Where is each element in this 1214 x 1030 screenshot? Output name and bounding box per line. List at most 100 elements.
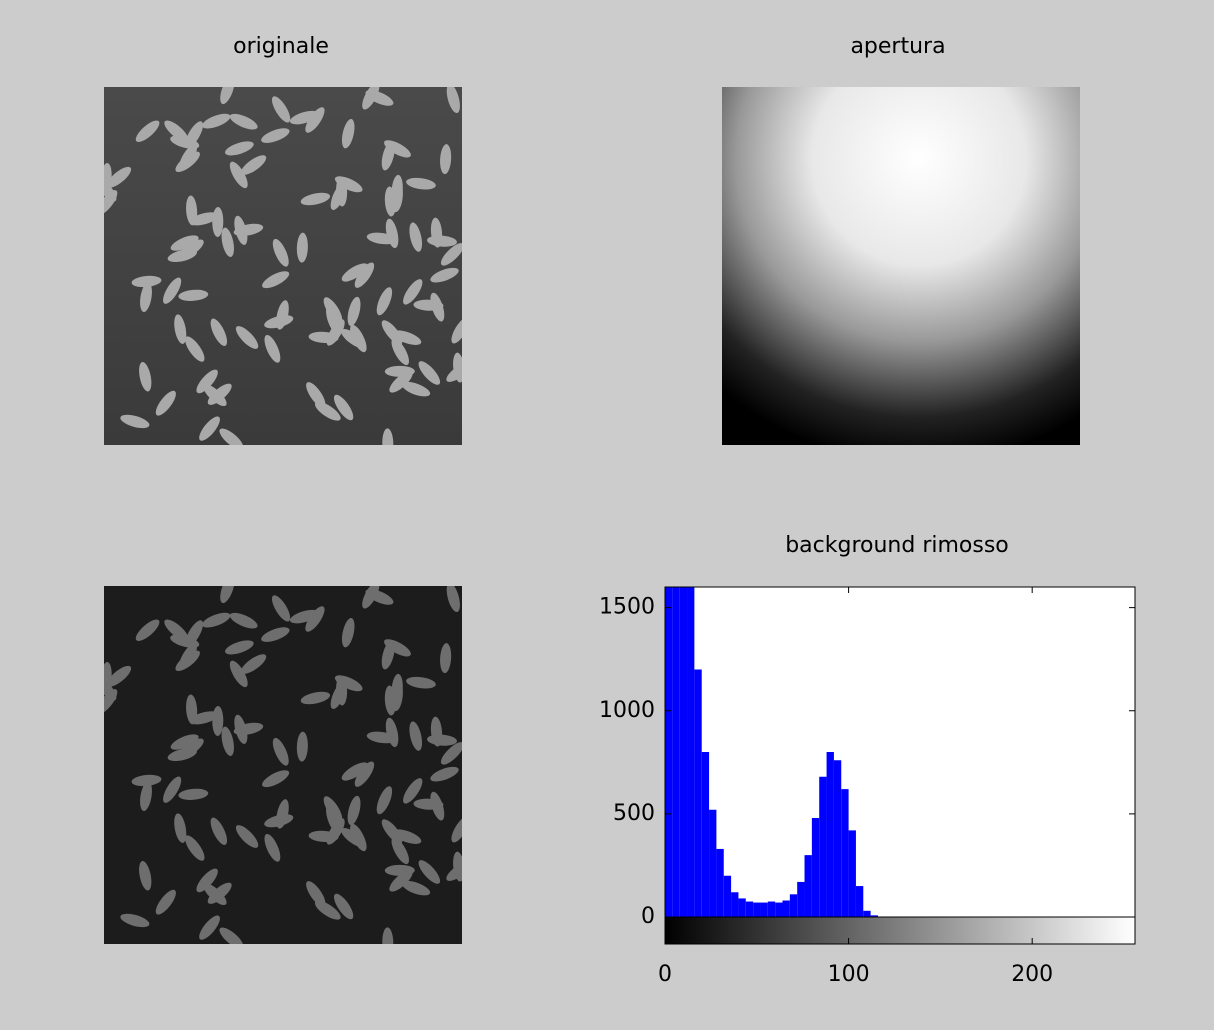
rice-grain [271, 96, 291, 123]
rice-grain [261, 128, 290, 143]
image-opening [722, 87, 1080, 445]
rice-grain [233, 722, 264, 735]
rice-grain [170, 235, 199, 251]
rice-grain [210, 817, 228, 845]
rice-grain [389, 869, 413, 892]
rice-grain [229, 161, 248, 189]
rice-grain [391, 338, 410, 366]
bar [701, 752, 710, 917]
rice-grain [220, 87, 235, 105]
bar [826, 752, 834, 917]
bar [797, 881, 805, 917]
rice-grain [381, 819, 403, 844]
rice-grain [440, 243, 462, 266]
rice-grain [229, 612, 258, 629]
rice-grain [334, 675, 363, 692]
x-tick-label: 200 [1011, 962, 1053, 987]
bar [753, 902, 761, 917]
rice-grain [271, 595, 291, 622]
rice-grain [430, 766, 459, 782]
rice-grain [333, 893, 354, 920]
bar [782, 900, 790, 917]
rice-grains [104, 87, 462, 445]
rice-grain [296, 731, 308, 762]
rice-grain [167, 748, 197, 762]
rice-grain [440, 643, 452, 674]
rice-grain [392, 829, 422, 844]
rice-grain [406, 676, 436, 689]
rice-grain [178, 788, 209, 800]
rice-grain [382, 927, 394, 944]
rice-grain [306, 881, 326, 907]
y-tick-label: 1000 [599, 698, 655, 723]
rice-grain [221, 726, 234, 757]
y-tick-label: 1500 [599, 595, 655, 620]
rice-grain [135, 120, 160, 142]
rice-grain [240, 155, 267, 175]
rice-grain [289, 609, 319, 624]
rice-grain [354, 761, 375, 787]
bar [731, 892, 739, 917]
rice-grain [167, 249, 197, 263]
rice-grain [430, 267, 459, 283]
rice-grain [185, 336, 205, 362]
rice-grain [401, 381, 431, 397]
rice-grain [376, 786, 393, 815]
rice-grain [235, 326, 259, 349]
bar [804, 855, 812, 917]
y-tick-label: 0 [641, 904, 655, 929]
bar [738, 898, 746, 917]
rice-grain [240, 654, 267, 674]
rice-grain [289, 110, 319, 125]
rice-grain [341, 827, 367, 848]
rice-grain [430, 217, 443, 248]
rice-grain [155, 889, 176, 915]
bar [760, 902, 768, 917]
rice-grain [334, 176, 363, 193]
rice-grain [179, 643, 197, 670]
rice-grain [354, 262, 375, 288]
rice-grain [272, 737, 289, 766]
bar [716, 848, 724, 917]
rice-grain [446, 87, 460, 114]
rice-grain [409, 721, 423, 751]
rice-grain [139, 860, 152, 891]
rice-grain [341, 263, 368, 282]
rice-grain [235, 825, 259, 848]
rice-grain [225, 640, 254, 655]
rice-grain [186, 195, 198, 226]
bar [709, 809, 717, 917]
x-tick-label: 100 [828, 962, 870, 987]
rice-grain [451, 816, 462, 843]
rice-grain [131, 774, 162, 787]
rice-grain [220, 586, 235, 604]
rice-grain [446, 586, 460, 613]
rice-grain [210, 318, 228, 346]
rice-grain [202, 612, 231, 628]
rice-grain [262, 770, 290, 788]
bar [672, 587, 680, 917]
rice-grain [212, 705, 224, 736]
bar [687, 587, 695, 917]
rice-grain [106, 665, 132, 687]
rice-grain [262, 271, 290, 289]
bar [841, 789, 849, 917]
rice-grain [276, 799, 289, 829]
rice-grain [430, 716, 443, 747]
rice-grain [418, 361, 441, 385]
rice-grain [341, 762, 368, 781]
bar [811, 818, 820, 917]
rice-grain [366, 232, 397, 245]
rice-grain [196, 369, 218, 394]
rice-grain [362, 586, 380, 609]
rice-grain [430, 791, 445, 821]
bar [855, 886, 864, 917]
rice-grain [446, 861, 462, 881]
rice-grain [362, 87, 380, 110]
bar [723, 875, 732, 917]
rice-grain [382, 428, 394, 445]
rice-grain [135, 619, 160, 641]
rice-grain [219, 428, 244, 445]
rice-grain [430, 292, 445, 322]
rice-grain [207, 882, 232, 904]
